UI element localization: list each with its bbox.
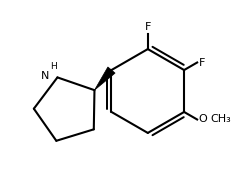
Text: O: O [198, 114, 207, 124]
Text: F: F [199, 58, 205, 68]
Text: N: N [41, 71, 49, 81]
Text: CH₃: CH₃ [210, 114, 231, 124]
Text: F: F [145, 22, 151, 32]
Text: H: H [50, 62, 57, 70]
Polygon shape [94, 67, 115, 90]
